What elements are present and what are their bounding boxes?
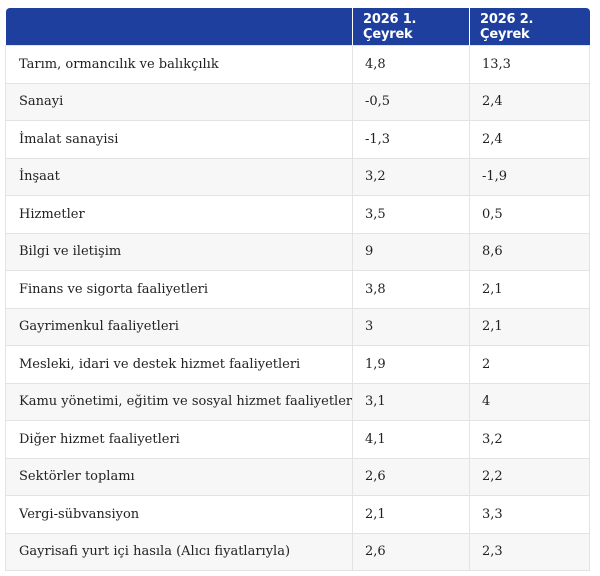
table-row: Bilgi ve iletişim 9 8,6 — [5, 232, 590, 271]
row-label: Gayrimenkul faaliyetleri — [5, 307, 353, 346]
q2-value: 13,3 — [469, 45, 590, 83]
q1-value: 9 — [352, 232, 470, 271]
q2-value: 2,4 — [469, 82, 590, 121]
table-row: Mesleki, idari ve destek hizmet faaliyet… — [5, 345, 590, 383]
q1-value: 3 — [352, 307, 470, 346]
header-q1-2026: 2026 1. Çeyrek — [352, 8, 470, 46]
q2-value: 2,2 — [469, 457, 590, 496]
q1-value: 2,1 — [352, 495, 470, 533]
q2-value: 3,3 — [469, 495, 590, 533]
q1-value: -1,3 — [352, 120, 470, 158]
table-row: Gayrimenkul faaliyetleri 3 2,1 — [5, 307, 590, 346]
table-row: Sanayi -0,5 2,4 — [5, 82, 590, 121]
row-label: Mesleki, idari ve destek hizmet faaliyet… — [5, 345, 353, 383]
row-label: Gayrisafi yurt içi hasıla (Alıcı fiyatla… — [5, 532, 353, 571]
q2-value: 2,4 — [469, 120, 590, 158]
q2-value: 4 — [469, 382, 590, 421]
table-row: Finans ve sigorta faaliyetleri 3,8 2,1 — [5, 270, 590, 308]
q1-value: 1,9 — [352, 345, 470, 383]
q1-value: 4,1 — [352, 420, 470, 458]
row-label: Vergi-sübvansiyon — [5, 495, 353, 533]
q1-value: 3,8 — [352, 270, 470, 308]
table-row: İnşaat 3,2 -1,9 — [5, 157, 590, 196]
sector-growth-table: 2026 1. Çeyrek 2026 2. Çeyrek Tarım, orm… — [5, 8, 590, 571]
q2-value: 2 — [469, 345, 590, 383]
table-row: Vergi-sübvansiyon 2,1 3,3 — [5, 495, 590, 533]
q2-value: 0,5 — [469, 195, 590, 233]
q2-value: 3,2 — [469, 420, 590, 458]
row-label: Sanayi — [5, 82, 353, 121]
row-label: İmalat sanayisi — [5, 120, 353, 158]
table-header-row: 2026 1. Çeyrek 2026 2. Çeyrek — [5, 8, 590, 46]
row-label: Tarım, ormancılık ve balıkçılık — [5, 45, 353, 83]
table-row: Diğer hizmet faaliyetleri 4,1 3,2 — [5, 420, 590, 458]
row-label: Hizmetler — [5, 195, 353, 233]
row-label: Sektörler toplamı — [5, 457, 353, 496]
table-row: Sektörler toplamı 2,6 2,2 — [5, 457, 590, 496]
row-label: Bilgi ve iletişim — [5, 232, 353, 271]
data-table-container: 2026 1. Çeyrek 2026 2. Çeyrek Tarım, orm… — [5, 8, 590, 571]
table-row: Kamu yönetimi, eğitim ve sosyal hizmet f… — [5, 382, 590, 421]
q1-value: -0,5 — [352, 82, 470, 121]
q2-value: -1,9 — [469, 157, 590, 196]
q2-value: 2,1 — [469, 307, 590, 346]
q1-value: 2,6 — [352, 532, 470, 571]
table-row: Tarım, ormancılık ve balıkçılık 4,8 13,3 — [5, 45, 590, 83]
table-row: Hizmetler 3,5 0,5 — [5, 195, 590, 233]
table-row: Gayrisafi yurt içi hasıla (Alıcı fiyatla… — [5, 532, 590, 571]
header-q2-2026: 2026 2. Çeyrek — [469, 8, 590, 46]
table-row: İmalat sanayisi -1,3 2,4 — [5, 120, 590, 158]
q1-value: 2,6 — [352, 457, 470, 496]
q2-value: 8,6 — [469, 232, 590, 271]
row-label: Finans ve sigorta faaliyetleri — [5, 270, 353, 308]
header-sector — [5, 8, 353, 46]
row-label: Diğer hizmet faaliyetleri — [5, 420, 353, 458]
q1-value: 3,1 — [352, 382, 470, 421]
q1-value: 4,8 — [352, 45, 470, 83]
q2-value: 2,3 — [469, 532, 590, 571]
q2-value: 2,1 — [469, 270, 590, 308]
row-label: Kamu yönetimi, eğitim ve sosyal hizmet f… — [5, 382, 353, 421]
row-label: İnşaat — [5, 157, 353, 196]
q1-value: 3,5 — [352, 195, 470, 233]
q1-value: 3,2 — [352, 157, 470, 196]
